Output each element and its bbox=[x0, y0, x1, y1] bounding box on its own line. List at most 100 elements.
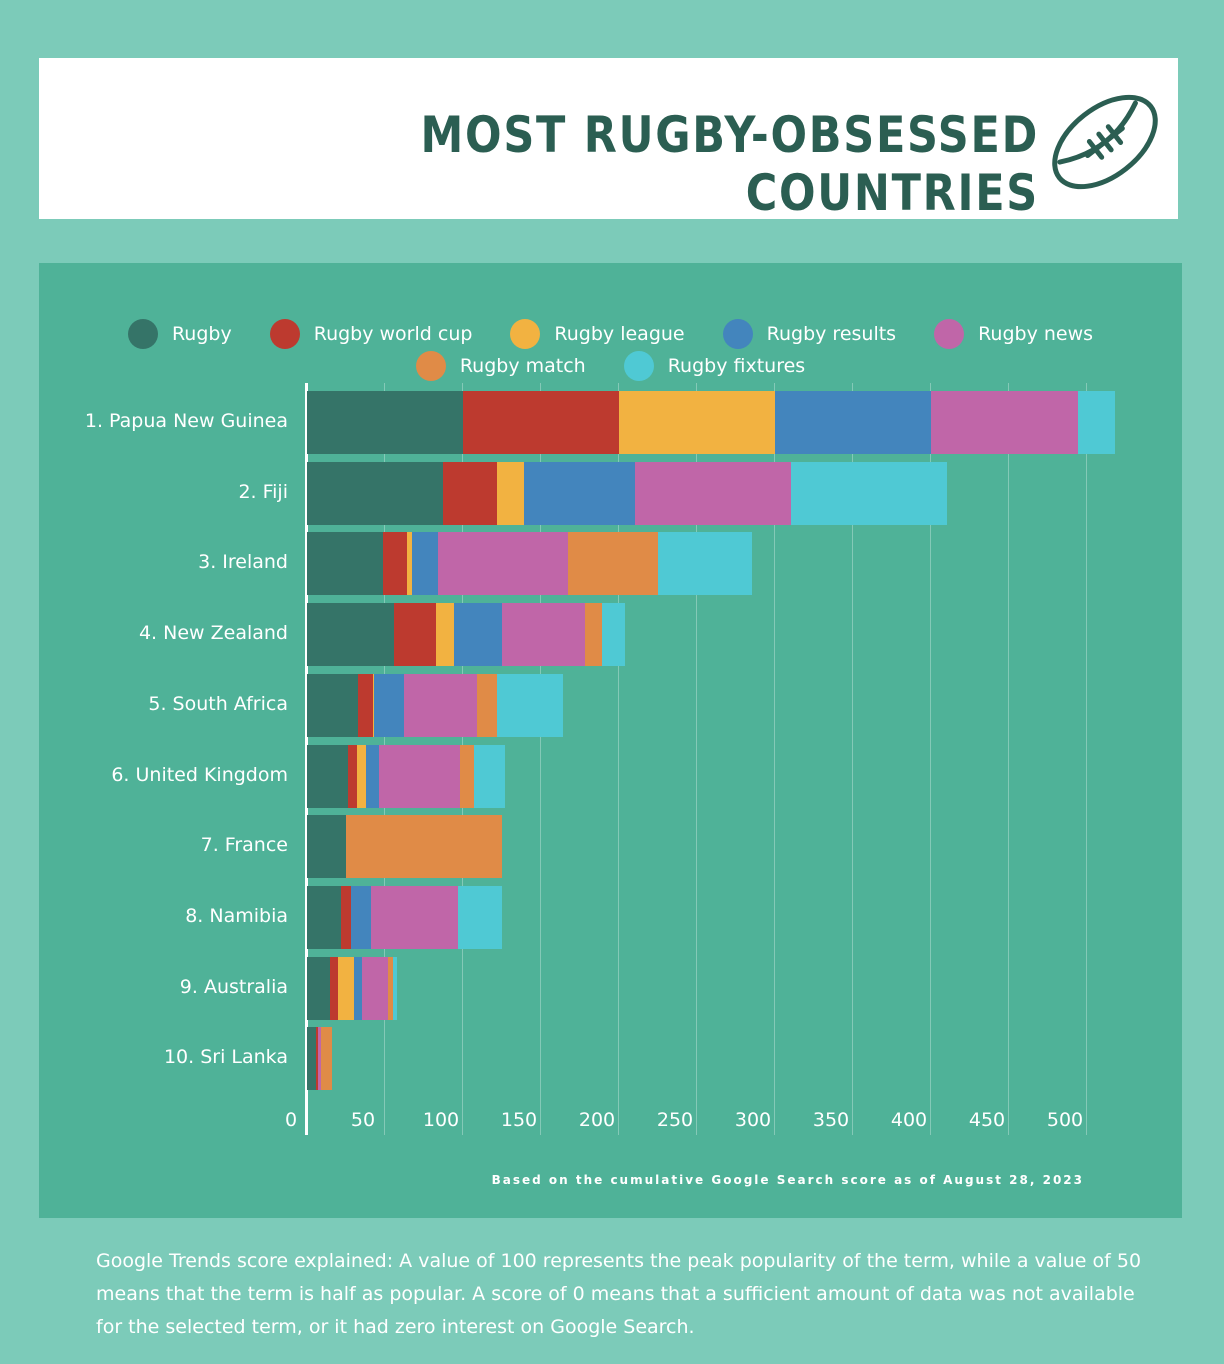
bar-segment bbox=[567, 532, 658, 596]
category-label: 3. Ireland bbox=[198, 551, 288, 574]
legend-label: Rugby bbox=[171, 323, 232, 345]
legend-item: Rugby world cup bbox=[269, 319, 473, 349]
bar-segment bbox=[316, 1027, 318, 1091]
legend-label: Rugby news bbox=[978, 323, 1094, 345]
plot-area: 0 50 100 150 200 250 300 350 400 450 500 1. Papua N… bbox=[39, 263, 1182, 1218]
bar-segment bbox=[307, 885, 342, 949]
bar-segment bbox=[411, 532, 439, 596]
bar-segment bbox=[790, 461, 947, 525]
category-label: 2. Fiji bbox=[238, 480, 288, 503]
legend-item: Rugby news bbox=[934, 319, 1093, 349]
bar-segment bbox=[619, 391, 775, 454]
legend-row-2: Rugby match Rugby fixtures bbox=[39, 351, 1182, 381]
bar-segment bbox=[473, 744, 506, 808]
legend-item: Rugby bbox=[127, 319, 232, 349]
gridline bbox=[1008, 383, 1009, 1135]
bar-segment bbox=[353, 956, 362, 1020]
bar-segment bbox=[502, 603, 585, 667]
bar-segment bbox=[477, 673, 498, 737]
legend-label: Rugby world cup bbox=[313, 323, 473, 345]
gridline bbox=[696, 383, 697, 1135]
bar-segment bbox=[317, 1027, 322, 1091]
bar-segment bbox=[523, 461, 635, 525]
bar-segment bbox=[601, 603, 626, 667]
category-label: 4. New Zealand bbox=[138, 622, 288, 645]
legend-swatch bbox=[722, 319, 753, 349]
bar-segment bbox=[307, 391, 463, 454]
gridline bbox=[852, 383, 853, 1135]
bar-segment bbox=[388, 956, 393, 1020]
bar-segment bbox=[372, 673, 375, 737]
header: MOST RUGBY-OBSESSED COUNTRIES bbox=[39, 58, 1178, 222]
legend-label: Rugby league bbox=[554, 323, 685, 345]
x-tick-label: 400 bbox=[890, 1109, 928, 1131]
bar-segment bbox=[497, 673, 563, 737]
category-label: 5. South Africa bbox=[148, 692, 288, 715]
x-tick-label: 200 bbox=[578, 1109, 616, 1131]
bar-segment bbox=[356, 744, 367, 808]
gridline bbox=[540, 383, 541, 1135]
category-label: 8. Namibia bbox=[185, 904, 288, 927]
gridline bbox=[930, 383, 931, 1135]
category-label: 7. France bbox=[200, 834, 288, 857]
x-tick-label: 450 bbox=[968, 1109, 1006, 1131]
bar-segment bbox=[459, 744, 474, 808]
source-note: Based on the cumulative Google Search sc… bbox=[491, 1173, 1084, 1187]
x-tick-label: 150 bbox=[500, 1109, 538, 1131]
chart-panel: Rugby Rugby world cup Rugby league Rugby re… bbox=[39, 263, 1182, 1218]
bar-segment bbox=[1077, 391, 1116, 454]
bar-segment bbox=[658, 532, 752, 596]
legend-swatch bbox=[269, 319, 300, 349]
bar-segment bbox=[453, 603, 502, 667]
legend-label: Rugby match bbox=[459, 355, 586, 377]
category-label: 9. Australia bbox=[179, 975, 288, 998]
bar-segment bbox=[370, 885, 459, 949]
legend-swatch bbox=[934, 319, 965, 349]
bar-segment bbox=[307, 815, 346, 879]
bar-segment bbox=[436, 603, 454, 667]
legend-row-1: Rugby Rugby world cup Rugby league Rugby re… bbox=[39, 319, 1182, 349]
bar-segment bbox=[307, 603, 395, 667]
bar-segment bbox=[307, 1027, 317, 1091]
bar-segment bbox=[383, 532, 407, 596]
legend-item: Rugby fixtures bbox=[623, 351, 806, 381]
category-label: 6. United Kingdom bbox=[111, 763, 288, 786]
bar-segment bbox=[931, 391, 1078, 454]
category-label: 10. Sri Lanka bbox=[163, 1046, 288, 1069]
gridline bbox=[774, 383, 775, 1135]
gridline bbox=[618, 383, 619, 1135]
bar-segment bbox=[307, 744, 348, 808]
bar-segment bbox=[392, 956, 398, 1020]
bar-segment bbox=[350, 885, 371, 949]
bar-segment bbox=[338, 956, 354, 1020]
footnote: Google Trends score explained: A value o… bbox=[96, 1250, 1142, 1338]
x-tick-label: 50 bbox=[350, 1109, 376, 1131]
legend-item: Rugby league bbox=[510, 319, 685, 349]
bar-segment bbox=[307, 532, 384, 596]
bar-segment bbox=[463, 391, 619, 454]
bar-segment bbox=[307, 461, 443, 525]
legend-label: Rugby fixtures bbox=[667, 355, 806, 377]
x-tick-label: 0 bbox=[284, 1109, 298, 1131]
x-tick-label: 350 bbox=[812, 1109, 850, 1131]
rugby-ball-icon bbox=[1052, 94, 1158, 190]
x-tick-label: 500 bbox=[1046, 1109, 1084, 1131]
bar-segment bbox=[358, 673, 373, 737]
legend-item: Rugby match bbox=[415, 351, 586, 381]
category-label: 1. Papua New Guinea bbox=[84, 410, 288, 432]
y-axis-line bbox=[305, 383, 308, 1135]
legend-swatch bbox=[623, 351, 654, 381]
bar-segment bbox=[438, 532, 568, 596]
bar-segment bbox=[307, 673, 359, 737]
legend-item: Rugby results bbox=[722, 319, 896, 349]
bar-segment bbox=[361, 956, 389, 1020]
bar-segment bbox=[346, 815, 502, 879]
bar-segment bbox=[442, 461, 498, 525]
bar-segment bbox=[497, 461, 524, 525]
bar-segment bbox=[307, 956, 331, 1020]
bar-segment bbox=[394, 603, 437, 667]
legend-swatch bbox=[127, 319, 158, 349]
bar-segment bbox=[341, 885, 351, 949]
legend-swatch bbox=[415, 351, 446, 381]
x-tick-label: 250 bbox=[656, 1109, 694, 1131]
